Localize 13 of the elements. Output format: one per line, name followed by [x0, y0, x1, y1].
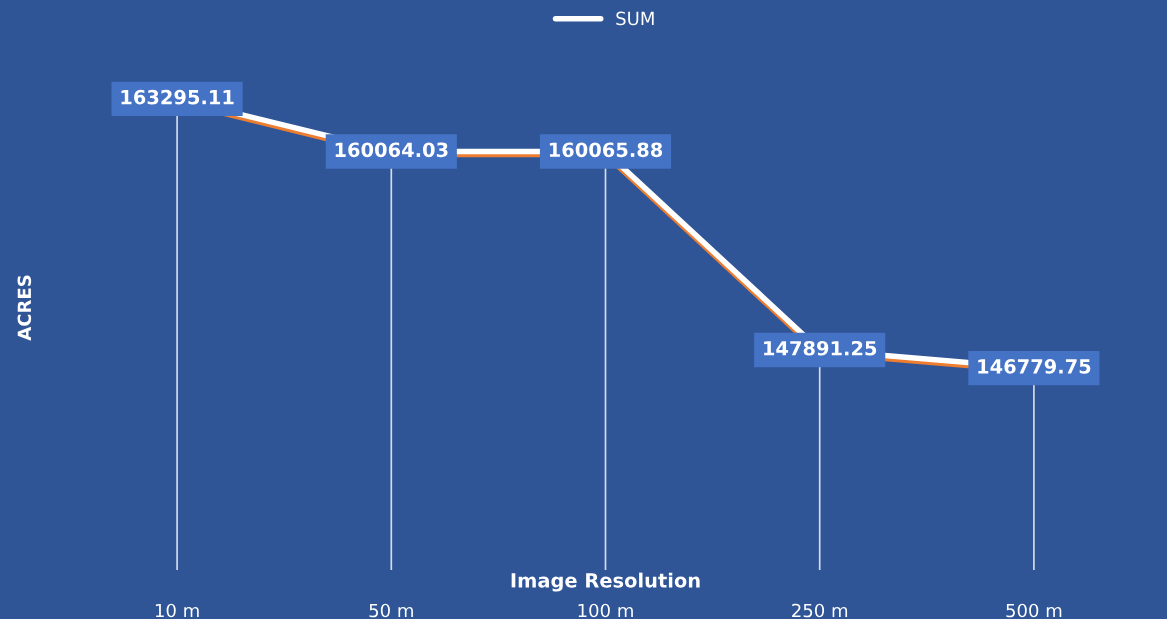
x-tick-label: 250 m	[792, 603, 848, 618]
data-label: 160065.88	[549, 142, 663, 158]
x-tick-label: 50 m	[369, 603, 413, 618]
y-axis-title: ACRES	[17, 275, 32, 341]
legend-label: SUM	[616, 11, 654, 26]
data-label: 160064.03	[335, 142, 448, 158]
x-tick-label: 500 m	[1006, 603, 1062, 618]
x-tick-label: 10 m	[155, 603, 199, 618]
x-axis-title: Image Resolution	[511, 572, 700, 592]
data-label: 163295.11	[121, 89, 234, 105]
x-tick-label: 100 m	[578, 603, 633, 618]
data-label: 147891.25	[764, 340, 877, 356]
data-label: 146779.75	[978, 359, 1091, 374]
